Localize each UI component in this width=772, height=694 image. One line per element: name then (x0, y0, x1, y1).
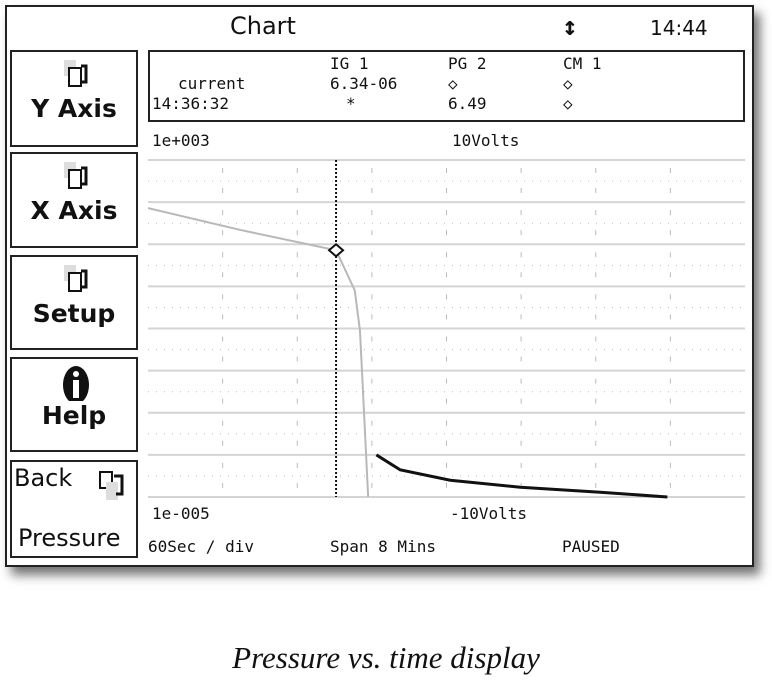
current-pg2: ◇ (448, 74, 458, 93)
x-axis-button[interactable]: X Axis (10, 152, 138, 248)
up-down-arrow-icon[interactable]: ↕ (562, 12, 578, 42)
volts-max-label: 10Volts (452, 131, 520, 150)
readout-panel: IG 1 PG 2 CM 1 current 6.34-06 ◇ ◇ 14:36… (148, 50, 745, 122)
cursor-pg2: 6.49 (448, 94, 487, 113)
x-axis-label: X Axis (30, 196, 118, 225)
y-max-label: 1e+003 (152, 131, 210, 150)
setup-button[interactable]: Setup (10, 255, 138, 350)
y-axis-label: Y Axis (31, 94, 117, 123)
cursor-cm1: ◇ (563, 94, 573, 113)
span-label: Span 8 Mins (330, 537, 436, 556)
help-label: Help (41, 401, 107, 430)
setup-label: Setup (32, 299, 116, 328)
series-line-1 (148, 207, 370, 498)
cursor-ig1: * (346, 94, 356, 113)
info-icon (63, 366, 89, 401)
series-line-2 (375, 453, 668, 499)
document-menu-icon (64, 162, 88, 189)
row-label-current: current (178, 74, 246, 93)
cursor-marker (327, 242, 345, 258)
column-cm1: CM 1 (563, 54, 602, 73)
back-label: Back (14, 464, 73, 492)
time-per-div-label: 60Sec / div (148, 537, 254, 556)
pressure-label: Pressure (18, 524, 121, 552)
screen-title: Chart (230, 12, 296, 40)
document-menu-icon (64, 60, 88, 87)
pressure-chart (148, 159, 745, 499)
row-label-time: 14:36:32 (152, 94, 230, 113)
column-pg2: PG 2 (448, 54, 487, 73)
volts-min-label: -10Volts (450, 504, 528, 523)
y-min-label: 1e-005 (152, 504, 210, 523)
y-axis-button[interactable]: Y Axis (10, 50, 138, 147)
status-label: PAUSED (562, 537, 620, 556)
clock: 14:44 (650, 16, 708, 40)
current-cm1: ◇ (563, 74, 573, 93)
document-menu-icon (64, 265, 88, 292)
back-document-icon (99, 471, 124, 500)
column-ig1: IG 1 (330, 54, 369, 73)
help-button[interactable]: Help (10, 357, 138, 452)
back-pressure-button[interactable]: Back Pressure (10, 460, 138, 558)
figure-caption: Pressure vs. time display (232, 640, 540, 675)
current-ig1: 6.34-06 (330, 74, 398, 93)
